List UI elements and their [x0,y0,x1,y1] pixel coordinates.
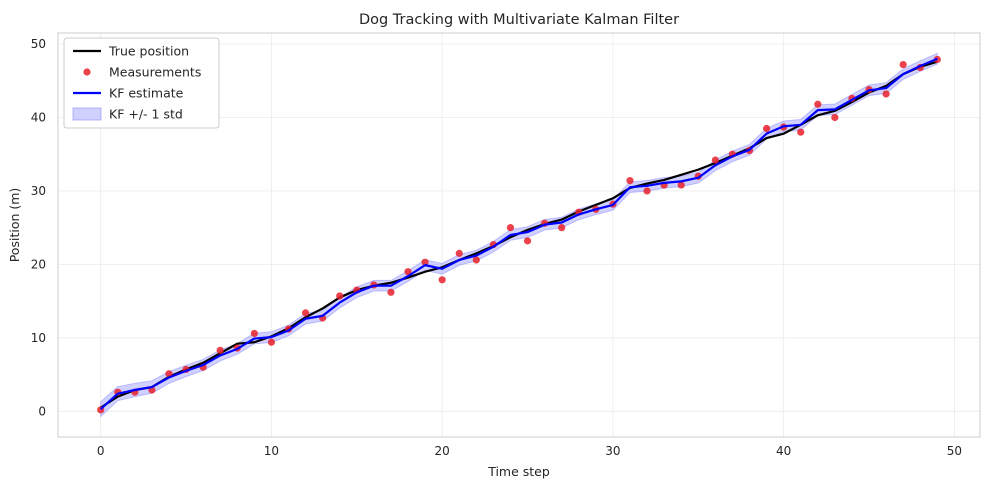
legend-label: KF estimate [109,86,184,101]
measurement-point [216,346,224,354]
measurement-point [336,292,344,300]
measurement-point [267,338,276,346]
measurement-point [472,256,480,264]
measurement-point [711,156,719,164]
kf-estimate-line [99,57,938,410]
x-tick-label: 20 [435,444,450,458]
y-tick-label: 40 [31,110,46,124]
measurement-point [455,249,463,257]
measurement-point [250,329,258,338]
y-tick-label: 0 [38,404,46,418]
measurement-point [404,268,412,276]
measurement-point [882,90,890,98]
x-tick-label: 50 [947,444,962,458]
measurement-point [438,276,446,284]
x-axis-label: Time step [487,464,550,479]
axes: 0 10 20 30 40 50 0 10 20 30 40 50 [31,32,981,458]
measurement-point [626,177,634,185]
measurement-point [762,124,771,133]
legend-label: KF +/- 1 std [109,107,183,122]
measurement-point [387,288,395,296]
plot-area [97,52,941,418]
y-tick-label: 10 [31,331,46,345]
legend-label: Measurements [109,65,201,80]
legend-label: True position [108,44,189,59]
measurement-point [643,187,651,195]
kf-std-band [100,52,938,418]
measurement-point [421,258,429,266]
legend-band-handle [72,107,102,121]
legend-marker-handle [83,68,91,76]
measurement-point [301,309,310,317]
legend: True position Measurements KF estimate KF +… [63,37,220,129]
x-tick-label: 30 [605,444,620,458]
y-axis-label: Position (m) [7,188,22,263]
measurement-point [814,100,822,108]
legend-box [63,37,220,129]
y-tick-label: 30 [31,184,46,198]
plot-frame [57,32,981,438]
measurement-point [506,224,515,232]
x-tick-label: 0 [97,444,105,458]
measurement-point [558,224,566,232]
y-tick-label: 50 [31,37,46,51]
measurement-point [523,237,532,245]
measurement-point [797,128,805,136]
chart-title: Dog Tracking with Multivariate Kalman Fi… [359,12,679,28]
x-tick-label: 10 [264,444,279,458]
measurement-point [831,113,839,122]
measurement-point [899,60,907,69]
measurement-point [677,181,685,189]
x-tick-label: 40 [776,444,791,458]
y-tick-label: 20 [31,257,46,271]
